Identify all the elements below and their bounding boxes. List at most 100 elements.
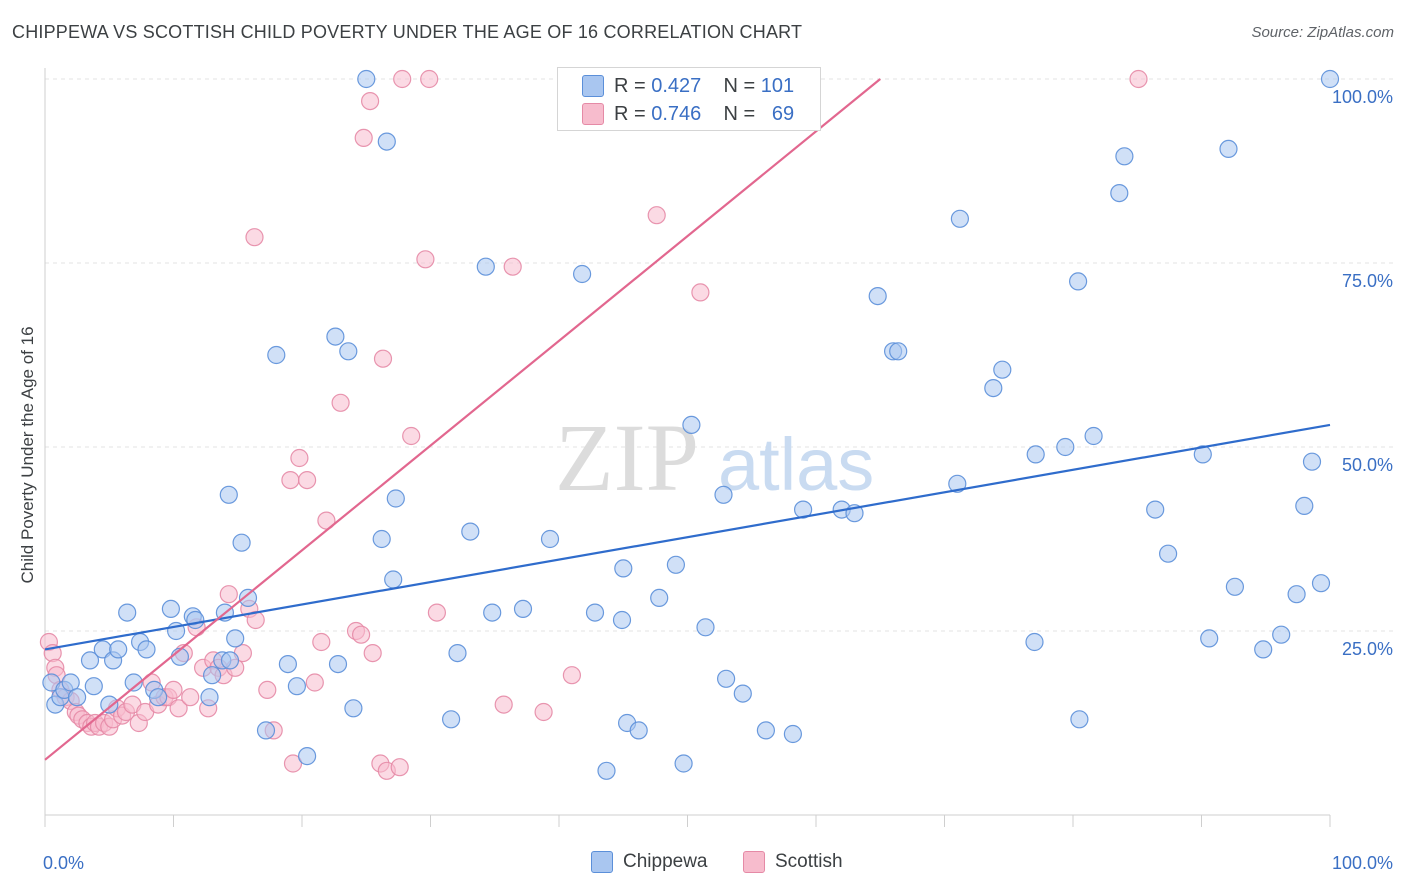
scottish-point <box>691 283 710 302</box>
chippewa-point <box>384 570 403 589</box>
scottish-point <box>352 625 371 644</box>
scottish-point <box>534 702 553 722</box>
scottish-point <box>647 206 666 225</box>
scottish-point <box>361 91 380 111</box>
chippewa-point <box>186 610 205 630</box>
scottish-point <box>331 393 350 412</box>
scottish-point <box>420 69 439 89</box>
chippewa-point <box>1146 500 1165 519</box>
watermark-atlas: atlas <box>718 423 874 506</box>
chippewa-point <box>1295 496 1314 515</box>
chippewa-point <box>597 761 616 780</box>
chippewa-point <box>1225 577 1245 596</box>
chippewa-point <box>149 688 168 707</box>
chippewa-point <box>513 599 533 619</box>
source-credit: Source: ZipAtlas.com <box>1251 24 1394 41</box>
chippewa-point <box>278 654 297 674</box>
scottish-point <box>402 426 421 446</box>
chippewa-point <box>344 699 363 718</box>
chippewa-legend-swatch <box>591 851 613 873</box>
chippewa-point <box>1219 139 1238 158</box>
chippewa-point <box>948 474 967 493</box>
legend: R = 0.427 N = 101 R = 0.746 N = 69 <box>557 67 821 131</box>
chippewa-point <box>716 669 736 688</box>
chippewa-point <box>124 673 143 692</box>
scottish-point <box>354 128 373 147</box>
chippewa-point <box>220 651 240 670</box>
chippewa-point <box>1193 445 1212 464</box>
chippewa-points <box>42 69 1340 780</box>
scottish-point <box>305 673 324 692</box>
chippewa-point <box>137 640 156 659</box>
chippewa-point <box>287 677 306 696</box>
chippewa-point <box>256 721 276 740</box>
scottish-swatch <box>582 103 604 125</box>
chippewa-point <box>298 746 317 766</box>
chippewa-point <box>377 132 396 151</box>
axes <box>44 68 1331 827</box>
bottom-legend-scottish: Scottish <box>743 851 843 873</box>
r-label: R = <box>614 102 652 125</box>
scottish-point <box>390 758 409 777</box>
scottish-point <box>416 250 435 269</box>
chippewa-point <box>442 710 461 729</box>
scottish-point <box>219 585 238 604</box>
tick-labels: 25.0% 50.0% 75.0% 100.0% 0.0% 100.0% <box>43 87 1393 873</box>
scottish-point <box>245 228 264 247</box>
chippewa-point <box>67 688 87 707</box>
chippewa-point <box>109 640 128 659</box>
chippewa-point <box>200 688 219 707</box>
chippewa-point <box>756 721 776 740</box>
x-tick-label-max: 100.0% <box>1332 853 1393 873</box>
chippewa-point <box>84 677 103 696</box>
chippewa-point <box>614 559 633 578</box>
n-value-chippewa: 101 <box>760 74 795 97</box>
chippewa-point <box>1026 445 1045 464</box>
watermark: ZIP atlas <box>555 404 874 511</box>
scottish-point <box>427 603 446 622</box>
n-value-scottish: 69 <box>771 102 795 125</box>
scottish-point <box>281 471 300 490</box>
chippewa-point <box>339 342 358 361</box>
chippewa-point <box>1068 272 1088 291</box>
scottish-legend-label: Scottish <box>775 851 843 872</box>
scottish-point <box>258 680 277 700</box>
chippewa-point <box>1272 625 1291 644</box>
chippewa-point <box>868 287 887 306</box>
chippewa-point <box>226 629 245 648</box>
chippewa-point <box>100 695 119 714</box>
chippewa-point <box>612 610 632 630</box>
chippewa-point <box>1056 437 1075 457</box>
chippewa-point <box>1025 632 1044 652</box>
scottish-point <box>363 643 382 663</box>
scottish-point <box>181 688 200 707</box>
chippewa-point <box>793 500 813 519</box>
scottish-trendline <box>44 78 881 761</box>
chippewa-point <box>1311 574 1331 593</box>
scottish-point <box>164 680 183 700</box>
chippewa-point <box>783 724 803 744</box>
chippewa-point <box>1115 147 1134 166</box>
chippewa-point <box>666 555 686 574</box>
scottish-point <box>373 349 393 368</box>
chippewa-point <box>993 360 1012 379</box>
scottish-point <box>494 695 513 714</box>
chippewa-point <box>696 618 715 637</box>
scottish-point <box>283 754 303 773</box>
chippewa-point <box>572 264 592 284</box>
scottish-point <box>290 448 309 468</box>
chart-title: CHIPPEWA VS SCOTTISH CHILD POVERTY UNDER… <box>12 22 803 42</box>
chippewa-point <box>650 588 669 608</box>
chippewa-point <box>1084 426 1103 446</box>
y-tick-label: 100.0% <box>1332 87 1393 107</box>
chippewa-point <box>1200 629 1219 648</box>
chippewa-point <box>267 345 286 365</box>
x-tick-label-min: 0.0% <box>43 853 84 873</box>
chippewa-point <box>984 379 1003 398</box>
chippewa-point <box>238 588 258 608</box>
chippewa-point <box>1110 184 1129 203</box>
scottish-point <box>169 699 188 718</box>
n-label: N = <box>723 74 761 97</box>
y-tick-label: 50.0% <box>1342 455 1393 475</box>
